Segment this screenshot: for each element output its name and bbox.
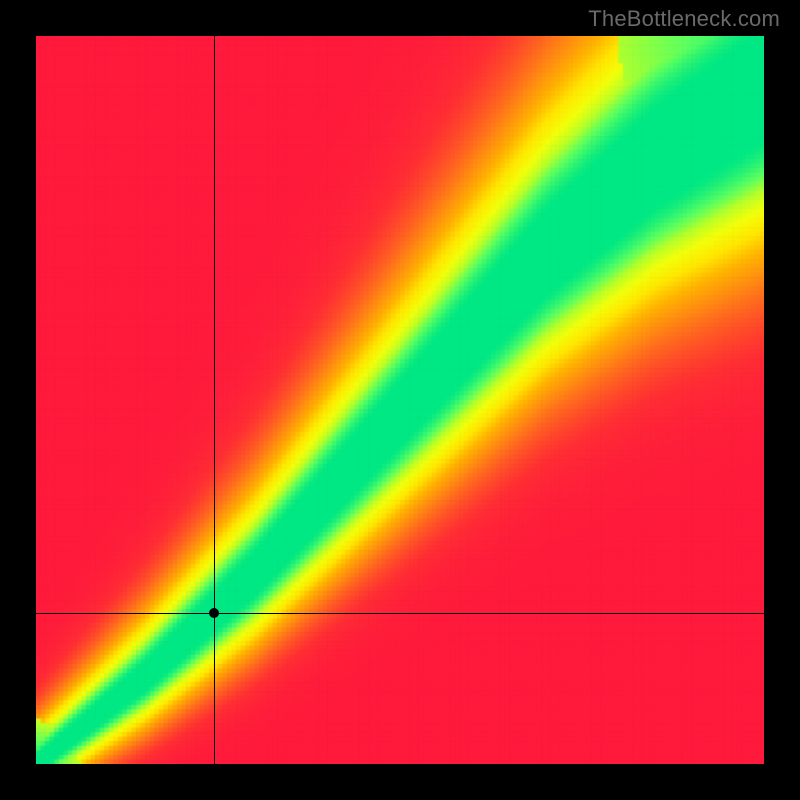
- chart-container: TheBottleneck.com: [0, 0, 800, 800]
- heatmap-canvas: [36, 36, 764, 764]
- attribution-text: TheBottleneck.com: [588, 6, 780, 32]
- heatmap-plot: [36, 36, 764, 764]
- crosshair-horizontal: [36, 613, 764, 614]
- crosshair-vertical: [214, 36, 215, 764]
- marker-dot: [209, 608, 219, 618]
